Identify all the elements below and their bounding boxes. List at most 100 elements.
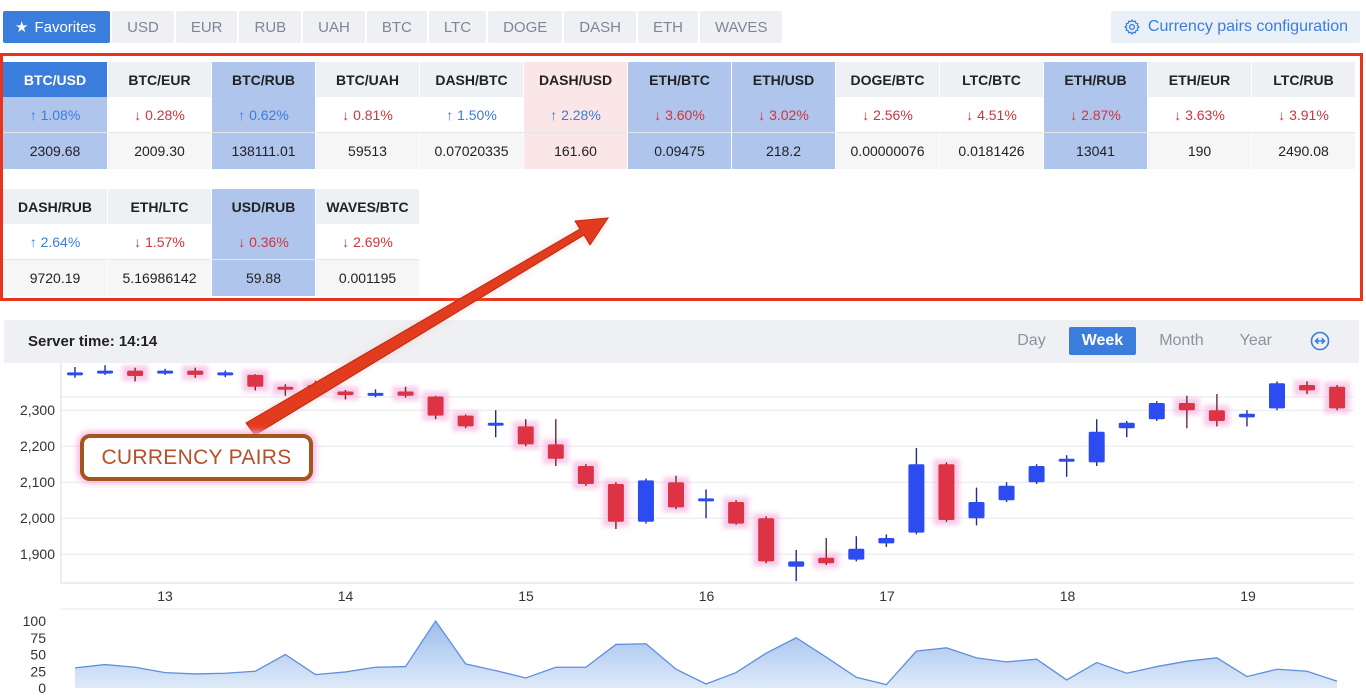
pair-name: DASH/RUB (3, 189, 107, 224)
candle-body (277, 386, 294, 390)
pair-change: ↓ 4.51% (940, 97, 1043, 133)
candle (698, 489, 715, 519)
candle-body (878, 538, 895, 544)
tab-doge[interactable]: DOGE (488, 11, 563, 43)
candle-body (367, 392, 384, 396)
currency-pairs-config-button[interactable]: Currency pairs configuration (1110, 11, 1360, 43)
tab-rub[interactable]: RUB (239, 11, 302, 43)
pair-card[interactable]: DOGE/BTC ↓ 2.56% 0.00000076 (835, 62, 939, 169)
pair-price: 2309.68 (3, 133, 107, 169)
candle (908, 448, 925, 535)
candle (1028, 464, 1045, 484)
pair-name: LTC/BTC (940, 62, 1043, 97)
pair-card[interactable]: DASH/RUB ↑ 2.64% 9720.19 (3, 189, 107, 296)
tab-favorites[interactable]: ★ Favorites (3, 11, 111, 43)
pair-price: 13041 (1044, 133, 1147, 169)
y-tick-label: 2,100 (20, 474, 55, 490)
candle (663, 475, 689, 513)
candle (302, 380, 329, 396)
volume-tick-label: 25 (30, 663, 46, 679)
pair-name: DASH/BTC (420, 62, 523, 97)
candle-body (217, 372, 234, 376)
candle (1324, 381, 1351, 414)
pair-card[interactable]: BTC/RUB ↑ 0.62% 138111.01 (211, 62, 315, 169)
pair-card[interactable]: DASH/USD ↑ 2.28% 161.60 (523, 62, 627, 169)
tab-ltc[interactable]: LTC (428, 11, 487, 43)
candle-body (157, 370, 174, 374)
candle (1203, 394, 1230, 427)
candle (272, 381, 299, 396)
tab-waves[interactable]: WAVES (699, 11, 783, 43)
tab-btc[interactable]: BTC (366, 11, 427, 43)
chart-header: Server time: 14:14 Day Week Month Year (4, 320, 1359, 363)
x-tick-label: 16 (699, 588, 715, 604)
period-week[interactable]: Week (1068, 327, 1137, 355)
candle-body (848, 548, 865, 560)
candle-body (698, 498, 715, 502)
pair-card[interactable]: ETH/BTC ↓ 3.60% 0.09475 (627, 62, 731, 169)
candle (933, 459, 960, 525)
candle (1269, 381, 1285, 411)
tab-usd[interactable]: USD (112, 11, 174, 43)
candle (1238, 410, 1255, 427)
pair-name: ETH/LTC (108, 189, 211, 224)
candle (753, 513, 780, 567)
pair-card[interactable]: ETH/EUR ↓ 3.63% 190 (1147, 62, 1251, 169)
pair-name: BTC/EUR (108, 62, 211, 97)
tab-uah[interactable]: UAH (303, 11, 365, 43)
pair-change: ↓ 1.57% (108, 224, 211, 260)
pair-card[interactable]: BTC/UAH ↓ 0.81% 59513 (315, 62, 419, 169)
pair-price: 161.60 (524, 133, 627, 169)
pair-card[interactable]: LTC/BTC ↓ 4.51% 0.0181426 (939, 62, 1043, 169)
candle-body (1118, 422, 1135, 429)
pairs-row: BTC/USD ↑ 1.08% 2309.68 BTC/EUR ↓ 0.28% 2009.… (3, 62, 1355, 169)
pair-name: ETH/USD (732, 62, 835, 97)
candle-body (247, 374, 264, 387)
candle (122, 365, 149, 382)
period-month[interactable]: Month (1159, 332, 1204, 349)
tab-eur[interactable]: EUR (175, 11, 238, 43)
pair-card[interactable]: DASH/BTC ↑ 1.50% 0.07020335 (419, 62, 523, 169)
price-chart[interactable]: 2,300 2,200 2,100 2,000 1,900 13 14 15 16 17 18 19 1… (4, 363, 1359, 699)
candle-body (97, 370, 114, 374)
pair-price: 0.07020335 (420, 133, 523, 169)
pair-card[interactable]: ETH/LTC ↓ 1.57% 5.16986142 (107, 189, 211, 296)
candle-body (788, 561, 805, 567)
pair-card[interactable]: ETH/RUB ↓ 2.87% 13041 (1043, 62, 1147, 169)
pair-name: DOGE/BTC (836, 62, 939, 97)
period-day[interactable]: Day (1017, 332, 1046, 349)
candle-body (1329, 386, 1346, 409)
pair-card[interactable]: LTC/RUB ↓ 3.91% 2490.08 (1251, 62, 1355, 169)
currency-pairs-grid: BTC/USD ↑ 1.08% 2309.68 BTC/EUR ↓ 0.28% 2009.… (3, 62, 1355, 296)
pair-name: ETH/RUB (1044, 62, 1147, 97)
candle (998, 482, 1015, 502)
pair-card[interactable]: WAVES/BTC ↓ 2.69% 0.001195 (315, 189, 419, 296)
y-tick-label: 2,000 (20, 510, 55, 526)
period-selector: Day Week Month Year (994, 327, 1331, 355)
candle (637, 478, 654, 524)
pair-change: ↓ 0.36% (212, 224, 315, 260)
candle (217, 370, 234, 378)
config-label: Currency pairs configuration (1147, 18, 1348, 35)
currency-pairs-annotation: CURRENCY PAIRS (80, 434, 313, 481)
pair-price: 190 (1148, 133, 1251, 169)
expand-icon[interactable] (1309, 330, 1331, 352)
pair-name: USD/RUB (212, 189, 315, 224)
candle (242, 369, 269, 392)
pair-card[interactable]: USD/RUB ↓ 0.36% 59.88 (211, 189, 315, 296)
candle (332, 386, 359, 401)
tab-eth[interactable]: ETH (637, 11, 698, 43)
pair-change: ↓ 0.81% (316, 97, 419, 133)
candle (723, 497, 750, 529)
pair-card[interactable]: BTC/EUR ↓ 0.28% 2009.30 (107, 62, 211, 169)
candle (422, 391, 449, 421)
pair-card[interactable]: ETH/USD ↓ 3.02% 218.2 (731, 62, 835, 169)
tab-dash[interactable]: DASH (564, 11, 636, 43)
pair-card[interactable]: BTC/USD ↑ 1.08% 2309.68 (3, 62, 107, 169)
gear-icon (1124, 19, 1140, 35)
candle-body (1178, 403, 1195, 411)
period-year[interactable]: Year (1239, 332, 1272, 349)
y-tick-label: 2,300 (20, 402, 55, 418)
candle-body (457, 415, 474, 427)
candle (542, 419, 569, 466)
